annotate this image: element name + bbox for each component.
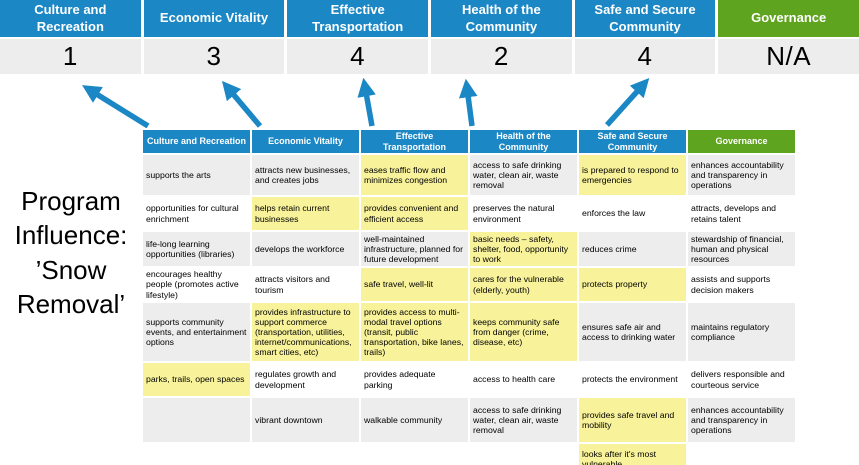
summary-header: Culture and Recreation — [0, 0, 141, 37]
matrix-row: vibrant downtown walkable community access… — [143, 398, 795, 442]
up-arrow-icon — [604, 78, 650, 127]
matrix-row: life-long learning opportunities (librar… — [143, 232, 795, 266]
matrix-row: encourages healthy people (promotes acti… — [143, 268, 795, 301]
matrix-cell: access to safe drinking water, clean air… — [470, 398, 577, 442]
matrix-cell: walkable community — [361, 398, 468, 442]
summary-header: Economic Vitality — [143, 0, 285, 37]
matrix-cell: provides safe travel and mobility — [579, 398, 686, 442]
summary-column: Safe and Secure Community 4 — [574, 0, 716, 74]
matrix-cell: protects the environment — [579, 363, 686, 396]
matrix-cell: enhances accountability and transparency… — [688, 398, 795, 442]
matrix-cell — [470, 444, 577, 465]
matrix-cell: supports community events, and entertain… — [143, 303, 250, 361]
matrix-cell: maintains regulatory compliance — [688, 303, 795, 361]
matrix-row: looks after it's most vulnerable — [143, 444, 795, 465]
matrix-cell: ensures safe air and access to drinking … — [579, 303, 686, 361]
matrix-cell: preserves the natural environment — [470, 197, 577, 230]
summary-score: 1 — [0, 39, 141, 74]
matrix-cell: access to health care — [470, 363, 577, 396]
matrix-cell: helps retain current businesses — [252, 197, 359, 230]
matrix-row: parks, trails, open spaces regulates grow… — [143, 363, 795, 396]
matrix-cell: enhances accountability and transparency… — [688, 155, 795, 195]
summary-header: Health of the Community — [431, 0, 572, 37]
summary-score: 4 — [574, 39, 716, 74]
matrix-cell: parks, trails, open spaces — [143, 363, 250, 396]
summary-header: Safe and Secure Community — [574, 0, 716, 37]
matrix-cell — [252, 444, 359, 465]
matrix-header-row: Culture and Recreation Economic Vitality E… — [143, 130, 795, 153]
summary-column: Economic Vitality 3 — [143, 0, 285, 74]
matrix-cell: provides adequate parking — [361, 363, 468, 396]
matrix-cell: enforces the law — [579, 197, 686, 230]
matrix-cell: provides access to multi-modal travel op… — [361, 303, 468, 361]
matrix-body: supports the arts attracts new businesses… — [143, 155, 795, 465]
matrix-cell: assists and supports decision makers — [688, 268, 795, 301]
summary-column: Governance N/A — [718, 0, 859, 74]
matrix-cell: provides convenient and efficient access — [361, 197, 468, 230]
matrix-cell: access to safe drinking water, clean air… — [470, 155, 577, 195]
matrix-column-header: Culture and Recreation — [143, 130, 250, 153]
matrix-row: opportunities for cultural enrichment hel… — [143, 197, 795, 230]
summary-score: 2 — [431, 39, 572, 74]
summary-score: N/A — [718, 39, 859, 74]
summary-score: 3 — [143, 39, 285, 74]
matrix-cell: vibrant downtown — [252, 398, 359, 442]
matrix-cell: safe travel, well-lit — [361, 268, 468, 301]
summary-header: Governance — [718, 0, 859, 37]
matrix-cell: regulates growth and development — [252, 363, 359, 396]
summary-column: Health of the Community 2 — [431, 0, 572, 74]
up-arrow-icon — [458, 78, 478, 127]
matrix-cell: well-maintained infrastructure, planned … — [361, 232, 468, 266]
matrix-cell: encourages healthy people (promotes acti… — [143, 268, 250, 301]
matrix-cell: reduces crime — [579, 232, 686, 266]
matrix-cell — [143, 444, 250, 465]
matrix-cell: develops the workforce — [252, 232, 359, 266]
matrix-cell: protects property — [579, 268, 686, 301]
up-arrow-icon — [357, 77, 376, 127]
matrix-column-header: Effective Transportation — [361, 130, 468, 153]
matrix-cell: provides infrastructure to support comme… — [252, 303, 359, 361]
matrix-cell: attracts, develops and retains talent — [688, 197, 795, 230]
matrix-cell: eases traffic flow and minimizes congest… — [361, 155, 468, 195]
summary-column: Culture and Recreation 1 — [0, 0, 141, 74]
matrix-cell: cares for the vulnerable (elderly, youth… — [470, 268, 577, 301]
matrix-column-header: Safe and Secure Community — [579, 130, 686, 153]
matrix-cell: supports the arts — [143, 155, 250, 195]
matrix-cell: looks after it's most vulnerable — [579, 444, 686, 465]
matrix-row: supports community events, and entertain… — [143, 303, 795, 361]
summary-band: Culture and Recreation 1 Economic Vitality… — [0, 0, 859, 74]
influence-matrix: Culture and Recreation Economic Vitality E… — [141, 128, 797, 465]
matrix-cell: is prepared to respond to emergencies — [579, 155, 686, 195]
matrix-cell: attracts new businesses, and creates job… — [252, 155, 359, 195]
summary-header: Effective Transportation — [287, 0, 428, 37]
summary-column: Effective Transportation 4 — [287, 0, 428, 74]
matrix-column-header: Economic Vitality — [252, 130, 359, 153]
matrix-cell: delivers responsible and courteous servi… — [688, 363, 795, 396]
up-arrow-icon — [82, 85, 150, 128]
arrows-overlay — [82, 77, 650, 128]
summary-score: 4 — [287, 39, 428, 74]
program-title: Program Influence: ’Snow Removal’ — [14, 186, 128, 319]
matrix-cell: basic needs – safety, shelter, food, opp… — [470, 232, 577, 266]
matrix-row: supports the arts attracts new businesses… — [143, 155, 795, 195]
matrix-cell: stewardship of financial, human and phys… — [688, 232, 795, 266]
matrix-cell: life-long learning opportunities (librar… — [143, 232, 250, 266]
matrix-column-header: Governance — [688, 130, 795, 153]
matrix-cell: attracts visitors and tourism — [252, 268, 359, 301]
matrix-cell — [688, 444, 795, 465]
matrix-cell — [361, 444, 468, 465]
up-arrow-icon — [221, 80, 263, 128]
matrix-column-header: Health of the Community — [470, 130, 577, 153]
matrix-cell: opportunities for cultural enrichment — [143, 197, 250, 230]
matrix-cell — [143, 398, 250, 442]
matrix-cell: keeps community safe from danger (crime,… — [470, 303, 577, 361]
